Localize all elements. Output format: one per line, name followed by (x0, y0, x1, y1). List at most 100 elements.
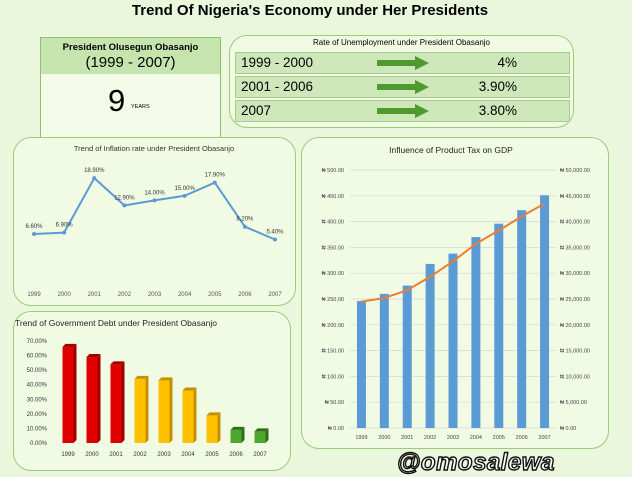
page-title: Trend Of Nigeria's Economy under Her Pre… (131, 2, 489, 19)
y-right-tick-label: ₦ 10,000.00 (560, 374, 590, 380)
y-left-tick-label: ₦ 450.00 (322, 194, 344, 200)
unemployment-row: 1999 - 2000 4% (235, 52, 570, 74)
unemployment-title: Rate of Unemployment under President Oba… (313, 38, 490, 47)
president-header: President Olusegun Obasanjo (1999 - 2007… (41, 38, 220, 74)
data-point (92, 176, 97, 181)
data-point (212, 180, 217, 185)
unemployment-period: 2001 - 2006 (241, 79, 314, 94)
y-left-tick-label: ₦ 400.00 (322, 220, 344, 226)
debt-bar (182, 390, 194, 443)
x-tick-label: 2000 (378, 435, 390, 441)
y-left-tick-label: ₦ 150.00 (322, 349, 344, 355)
gdp-bar (448, 253, 458, 428)
unemployment-row: 2007 3.80% (235, 100, 570, 122)
x-tick-label: 1999 (355, 435, 367, 441)
y-tick-label: 30.00% (27, 397, 48, 403)
debt-bar-side (145, 375, 149, 443)
y-left-tick-label: ₦ 300.00 (322, 271, 344, 277)
unemployment-rate: 3.90% (478, 79, 517, 94)
y-right-tick-label: ₦ 50,000.00 (560, 168, 590, 174)
y-tick-label: 0.00% (30, 441, 48, 447)
x-tick-label: 2003 (447, 435, 459, 441)
y-tick-label: 50.00% (27, 368, 48, 374)
y-left-tick-label: ₦ 0.00 (328, 426, 344, 432)
arrow-right-icon (377, 104, 429, 118)
y-right-tick-label: ₦ 40,000.00 (560, 220, 590, 226)
watermark: @omosalewa (396, 448, 555, 476)
years-label: YEARS (131, 104, 150, 110)
y-left-tick-label: ₦ 350.00 (322, 245, 344, 251)
debt-bar-side (73, 343, 77, 443)
x-tick-label: 2000 (57, 292, 71, 298)
x-tick-label: 2007 (253, 452, 267, 458)
debt-bar-top (62, 343, 77, 347)
gdp-bar (379, 293, 389, 428)
series-line (33, 176, 276, 241)
years-number: 9 (108, 83, 126, 118)
debt-bar-top (134, 375, 149, 379)
x-tick-label: 2006 (516, 435, 528, 441)
unemployment-period: 2007 (241, 103, 272, 118)
inflation-chart-panel: Trend of Inflation rate under President … (13, 137, 296, 306)
x-tick-label: 2005 (208, 292, 222, 298)
data-label: 12.90% (114, 195, 135, 201)
y-left-tick-label: ₦ 50.00 (325, 400, 344, 406)
chart-title: Trend of Government Debt under President… (15, 318, 217, 328)
y-right-tick-label: ₦ 45,000.00 (560, 194, 590, 200)
debt-chart-panel: Trend of Government Debt under President… (13, 311, 291, 471)
data-label: 14.00% (144, 190, 165, 196)
y-tick-label: 60.00% (27, 354, 48, 360)
arrow-right-icon (377, 80, 429, 94)
x-tick-label: 2002 (424, 435, 436, 441)
y-left-tick-label: ₦ 100.00 (322, 374, 344, 380)
x-tick-label: 2007 (268, 292, 282, 298)
x-tick-label: 2005 (493, 435, 505, 441)
debt-bar-side (193, 387, 197, 443)
debt-bar-side (97, 354, 101, 443)
gdp-chart: Influence of Product Tax on GDP ₦ 0.00 ₦ 5… (322, 145, 590, 441)
gdp-bar (540, 195, 550, 428)
y-right-tick-label: ₦ 35,000.00 (560, 245, 590, 251)
data-label: 18.90% (84, 168, 105, 174)
gdp-chart-panel: Influence of Product Tax on GDP ₦ 0.00 ₦ 5… (301, 137, 609, 449)
debt-bar-top (86, 354, 101, 358)
gdp-bar (471, 237, 481, 428)
gdp-bar (402, 285, 412, 428)
data-point (122, 203, 127, 208)
debt-bar (254, 431, 266, 443)
debt-bar-side (265, 428, 269, 443)
unemployment-rate: 4% (497, 55, 517, 70)
inflation-chart: Trend of Inflation rate under President … (25, 144, 284, 298)
x-tick-label: 2007 (538, 435, 550, 441)
x-tick-label: 2002 (133, 452, 147, 458)
y-tick-label: 10.00% (27, 426, 48, 432)
y-right-tick-label: ₦ 30,000.00 (560, 271, 590, 277)
data-label: 5.40% (266, 229, 284, 235)
debt-bar-side (217, 412, 221, 443)
data-label: 8.20% (236, 217, 254, 223)
data-point (32, 232, 36, 236)
unemployment-row: 2001 - 2006 3.90% (235, 76, 570, 98)
y-left-tick-label: ₦ 250.00 (322, 297, 344, 303)
chart-title: Trend of Inflation rate under President … (74, 144, 234, 153)
data-label: 6.60% (25, 224, 43, 230)
data-label: 6.90% (56, 223, 74, 229)
debt-bar (158, 380, 170, 443)
series-line (361, 202, 546, 303)
debt-bar-top (230, 426, 245, 430)
x-tick-label: 2004 (470, 435, 482, 441)
x-tick-label: 2001 (401, 435, 413, 441)
x-tick-label: 2003 (148, 292, 162, 298)
debt-bar (134, 378, 146, 443)
chart-title: Influence of Product Tax on GDP (389, 145, 513, 155)
x-tick-label: 2004 (178, 292, 192, 298)
debt-bar-side (169, 377, 173, 443)
x-tick-label: 1999 (27, 292, 41, 298)
x-tick-label: 2005 (205, 452, 219, 458)
x-tick-label: 2001 (109, 452, 123, 458)
debt-bar-top (158, 377, 173, 381)
unemployment-rate: 3.80% (478, 103, 517, 118)
debt-bar-top (206, 412, 221, 416)
y-right-tick-label: ₦ 20,000.00 (560, 323, 590, 329)
president-card: President Olusegun Obasanjo (1999 - 2007… (40, 37, 221, 155)
